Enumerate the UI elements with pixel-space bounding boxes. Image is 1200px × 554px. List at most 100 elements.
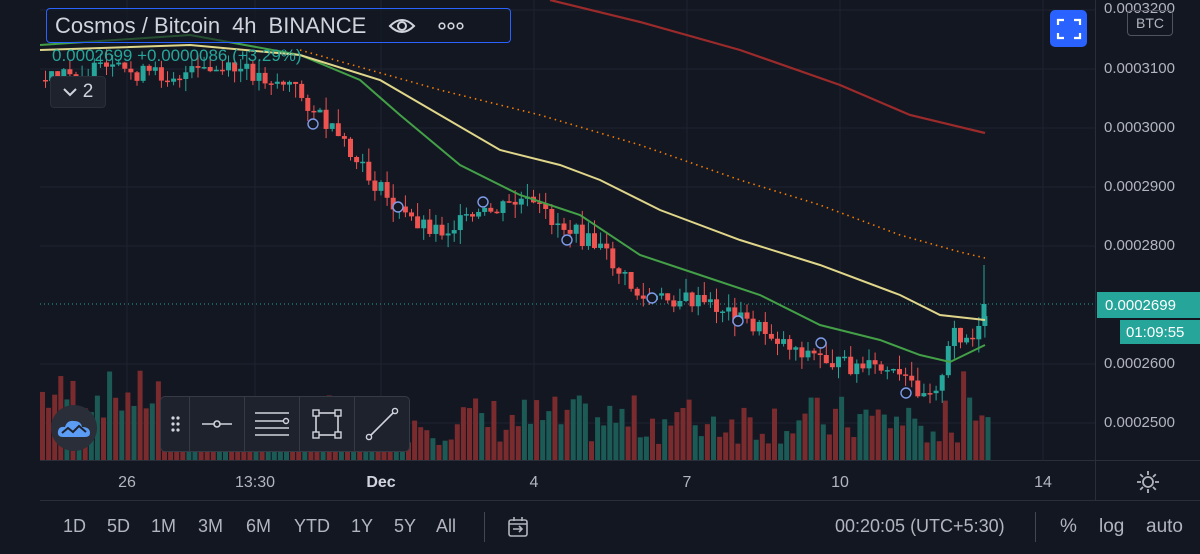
candle-body [823,355,829,364]
time-axis-label: Dec [366,474,396,491]
fib-lines-icon [255,412,290,436]
volume-bar [979,415,985,460]
price-axis-label: 0.0002600 [1104,355,1175,372]
range-button-1y[interactable]: 1Y [351,516,374,536]
range-button-3m[interactable]: 3M [198,516,224,536]
event-marker [392,201,404,213]
volume-bar [704,424,710,460]
candle-body [421,219,427,229]
volume-bar [582,403,588,460]
horizontal-line-icon [202,420,232,428]
candle-body [409,212,414,217]
volume-bar [424,430,430,460]
candle-body [354,156,360,163]
volume-bar [936,441,942,460]
fullscreen-button[interactable] [1050,10,1087,47]
candle-body [415,216,421,229]
time-axis-label: 4 [529,474,539,491]
candle-body [445,233,451,236]
trend-line-tool[interactable] [354,396,409,452]
volume-bar [692,425,698,460]
current-price-tag: 0.0002699 [1097,292,1200,318]
candle-body [860,363,866,369]
volume-bar [711,416,716,460]
candle-body [226,62,231,71]
indicators-toggle-button[interactable]: 2 [50,76,106,108]
time-axis[interactable] [40,460,1200,500]
fib-retracement-tool[interactable] [244,396,299,452]
rectangle-tool[interactable] [299,396,354,452]
volume-bar [515,426,521,460]
symbol-legend[interactable]: Cosmos / Bitcoin 4h BINANCE [46,8,511,43]
candle-body [506,201,512,203]
price-change-readout: 0.0002699 +0.0000086 (+3.29%) [52,46,302,65]
candle-body [213,69,219,72]
candle-body [280,81,286,85]
candle-body [470,214,475,217]
currency-badge[interactable]: BTC [1127,10,1173,36]
candle-body [793,347,799,350]
fullscreen-icon [1056,18,1081,39]
volume-bar [607,405,613,460]
candle-body [951,327,957,347]
event-marker [732,315,744,327]
range-button-ytd[interactable]: YTD [294,516,330,536]
toolbar-divider [484,512,485,542]
price-axis[interactable] [1095,0,1200,500]
candle-body [104,62,109,67]
candle-body [579,224,585,246]
compare-icon[interactable] [506,515,530,539]
drag-handle-icon[interactable] [161,415,189,433]
volume-bar [863,409,869,460]
range-button-5d[interactable]: 5D [107,516,131,536]
volume-bar [930,431,936,460]
candle-body [262,72,268,84]
volume-bar [430,438,436,460]
volume-bar [576,395,582,460]
candle-body [402,206,408,213]
candle-body [927,393,933,395]
volume-bar [509,414,515,460]
horizontal-line-tool[interactable] [189,396,244,452]
candle-body [890,369,896,371]
time-axis-label: 13:30 [234,474,276,491]
candle-body [360,161,366,164]
candle-body [183,72,189,79]
volume-bar [869,415,875,460]
range-button-5y[interactable]: 5Y [394,516,417,536]
range-button-1m[interactable]: 1M [151,516,177,536]
eye-icon[interactable] [388,16,416,36]
candle-body [872,360,878,365]
candle-body [171,78,177,82]
range-button-all[interactable]: All [436,516,457,536]
candle-body [897,369,902,375]
event-marker [900,387,912,399]
candle-body [610,248,616,269]
volume-bar [802,413,808,460]
percent-scale-toggle[interactable]: % [1060,516,1077,537]
more-icon[interactable] [438,21,464,30]
range-button-1d[interactable]: 1D [63,516,87,536]
gear-icon[interactable] [1136,470,1160,494]
candle-body [811,350,817,354]
app-logo[interactable] [51,405,97,451]
volume-bar [119,410,125,460]
log-scale-toggle[interactable]: log [1099,516,1125,537]
volume-bar [460,407,466,460]
moving-average-dotted [299,49,986,259]
candle-body [427,219,433,234]
cloud-logo-icon [57,420,90,437]
candle-body [189,66,195,73]
candle-body [335,123,341,137]
volume-bar [857,414,863,460]
volume-bar [418,427,424,460]
range-button-6m[interactable]: 6M [246,516,272,536]
volume-bar [558,424,564,460]
volume-bar [955,442,960,460]
volume-bar [485,427,491,460]
timezone-clock[interactable]: 00:20:05 (UTC+5:30) [835,516,1005,536]
auto-scale-toggle[interactable]: auto [1146,516,1183,537]
volume-bar [808,397,814,460]
price-axis-label: 0.0003200 [1104,0,1175,17]
volume-bar [625,426,631,460]
